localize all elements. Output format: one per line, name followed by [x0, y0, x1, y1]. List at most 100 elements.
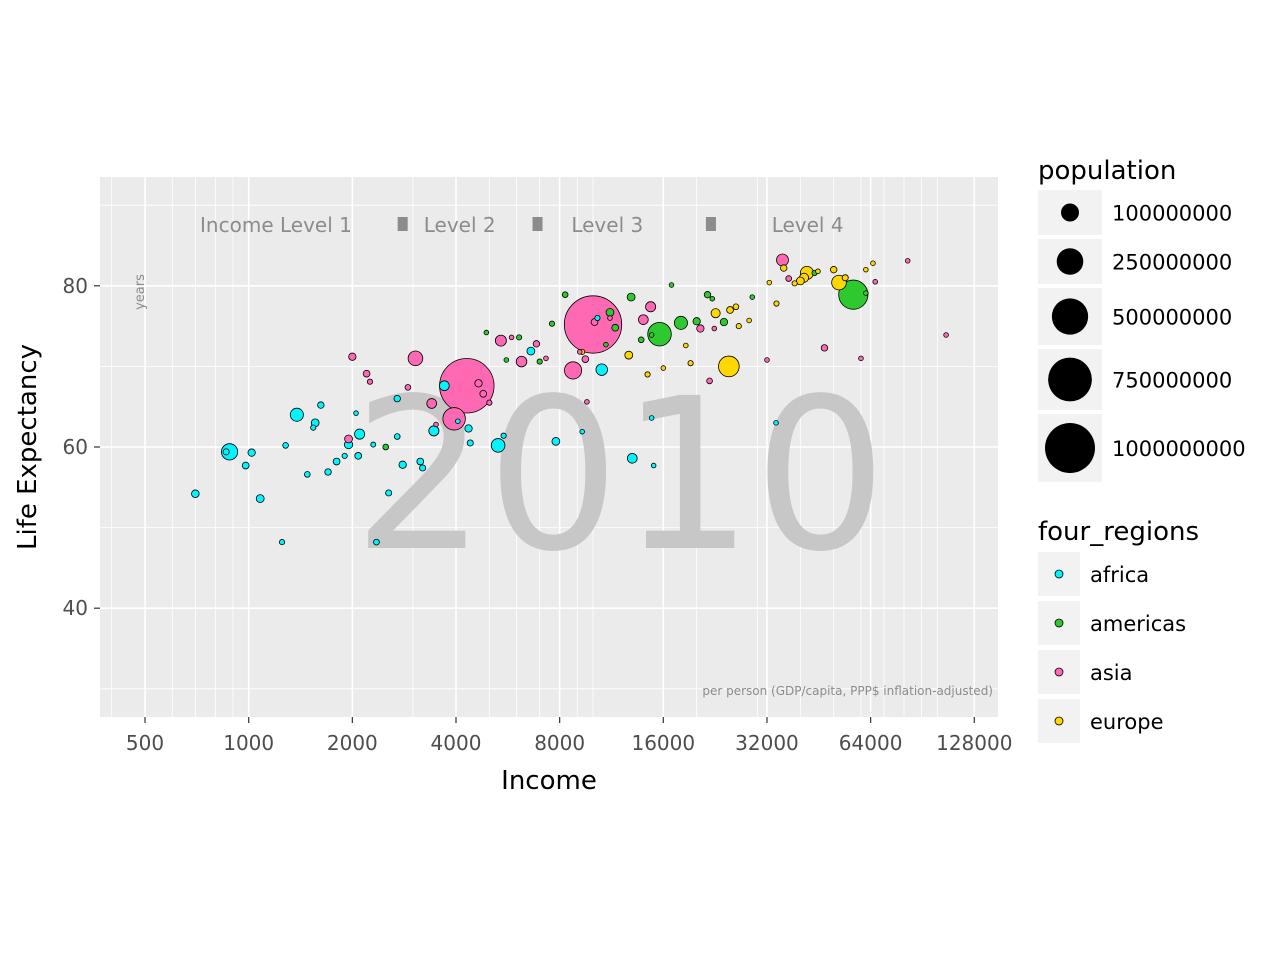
x-tick-label: 2000 — [327, 731, 378, 755]
data-point-asia — [581, 355, 590, 363]
data-point-asia — [479, 389, 488, 398]
data-point-americas — [382, 443, 389, 451]
data-point-africa — [191, 489, 200, 498]
data-point-asia — [820, 344, 829, 352]
data-point-asia — [486, 399, 493, 406]
data-point-africa — [650, 462, 657, 469]
data-point-americas — [668, 282, 675, 288]
data-point-asia — [696, 324, 705, 333]
data-point-americas — [709, 295, 716, 302]
data-point-africa — [255, 494, 265, 503]
data-point-europe — [683, 342, 689, 349]
x-tick-label: 128000 — [936, 731, 1012, 755]
data-point-africa — [551, 437, 561, 446]
data-point-africa — [466, 439, 474, 447]
data-point-americas — [503, 357, 510, 363]
data-point-americas — [548, 320, 556, 327]
data-point-americas — [749, 294, 755, 300]
y-axis-title: Life Expectancy — [13, 344, 43, 550]
data-point-africa — [626, 452, 638, 464]
y-tick-label: 60 — [63, 435, 88, 459]
data-point-africa — [526, 346, 536, 356]
data-point-africa — [385, 489, 393, 497]
color-legend-swatch-americas — [1054, 618, 1064, 628]
data-point-africa — [370, 441, 377, 448]
data-point-americas — [719, 317, 729, 327]
data-point-europe — [726, 306, 734, 314]
data-point-asia — [474, 379, 483, 388]
data-point-africa — [439, 380, 450, 392]
data-point-africa — [500, 432, 507, 439]
size-legend-label: 100000000 — [1112, 202, 1232, 226]
data-point-asia — [584, 399, 590, 405]
y-unit-label: years — [133, 274, 148, 310]
size-legend: 100000000 250000000 500000000 750000000 1000… — [1038, 190, 1246, 482]
data-point-africa — [594, 314, 601, 322]
y-tick-label: 80 — [63, 274, 88, 298]
data-point-asia — [543, 355, 549, 362]
income-level-label: Income Level 1 — [200, 213, 352, 237]
data-point-americas — [863, 290, 869, 296]
x-tick-label: 16000 — [631, 731, 695, 755]
color-legend-label: africa — [1090, 563, 1149, 587]
income-level-marker — [397, 217, 408, 231]
income-level-label: Level 3 — [571, 213, 643, 237]
data-point-africa — [398, 460, 407, 469]
y-axis: 40 60 80 — [63, 274, 100, 620]
data-point-americas — [626, 292, 636, 302]
size-legend-circle — [1044, 422, 1096, 474]
data-point-africa — [317, 401, 325, 409]
data-point-asia — [904, 258, 911, 264]
x-tick-label: 1000 — [223, 731, 274, 755]
size-legend-label: 500000000 — [1112, 306, 1232, 330]
size-legend-title: population — [1038, 156, 1176, 186]
data-point-europe — [735, 323, 742, 330]
data-point-africa — [282, 442, 289, 449]
data-point-asia — [638, 314, 649, 325]
data-point-africa — [648, 415, 655, 421]
data-point-asia — [764, 357, 770, 363]
data-point-asia — [858, 355, 864, 362]
data-point-asia — [515, 355, 528, 368]
x-tick-label: 500 — [126, 731, 164, 755]
data-points — [191, 253, 949, 546]
data-point-europe — [830, 266, 838, 274]
data-point-asia — [532, 340, 541, 348]
data-point-asia — [706, 377, 713, 385]
data-point-americas — [648, 332, 655, 338]
size-legend-label: 1000000000 — [1112, 437, 1246, 461]
data-point-asia — [348, 352, 357, 361]
data-point-asia — [366, 378, 374, 385]
data-point-asia — [872, 279, 878, 285]
data-point-asia — [607, 315, 613, 321]
data-point-americas — [561, 291, 569, 298]
data-point-africa — [341, 452, 348, 459]
data-point-asia — [442, 407, 466, 431]
color-legend-swatch-africa — [1054, 569, 1064, 579]
data-point-asia — [943, 332, 949, 338]
data-point-europe — [791, 280, 798, 287]
data-point-americas — [605, 308, 615, 317]
color-legend-label: asia — [1090, 661, 1133, 685]
income-level-label: Level 4 — [772, 213, 844, 237]
data-point-asia — [404, 384, 412, 391]
data-point-africa — [455, 418, 461, 424]
data-point-americas — [536, 358, 543, 365]
data-point-americas — [637, 336, 645, 344]
income-level-marker — [705, 217, 716, 231]
data-point-africa — [354, 428, 366, 440]
data-point-europe — [710, 308, 721, 319]
data-point-asia — [433, 421, 439, 428]
data-point-europe — [644, 371, 651, 378]
data-point-africa — [393, 433, 401, 440]
data-point-europe — [780, 264, 788, 272]
data-point-africa — [279, 539, 286, 546]
x-axis-title: Income — [501, 766, 597, 796]
data-point-africa — [464, 424, 473, 433]
color-legend-label: europe — [1090, 710, 1164, 734]
data-point-asia — [362, 369, 371, 378]
data-point-asia — [344, 434, 353, 444]
color-legend: africa americas asia europe — [1038, 552, 1186, 743]
x-tick-label: 4000 — [431, 731, 482, 755]
